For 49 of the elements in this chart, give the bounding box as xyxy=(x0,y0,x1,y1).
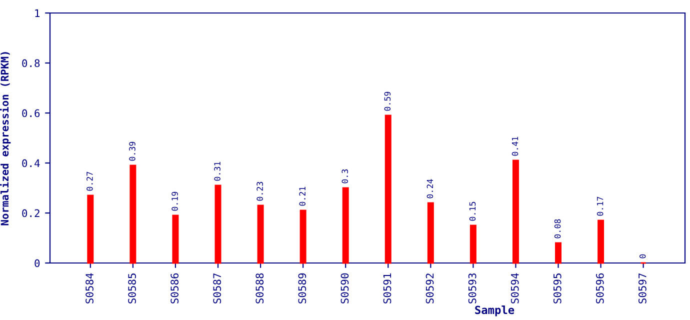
y-tick-label: 0.8 xyxy=(22,59,40,68)
x-tick-label: S0588 xyxy=(256,273,264,304)
bar xyxy=(172,214,179,264)
x-axis-title: Sample xyxy=(475,306,514,316)
y-tick-label: 0.6 xyxy=(22,109,40,118)
data-label: 0.23 xyxy=(256,182,263,201)
x-tick-label: S0596 xyxy=(596,273,604,304)
x-tick-label: S0586 xyxy=(170,273,179,304)
data-label: 0.15 xyxy=(469,202,476,221)
data-label: 0.19 xyxy=(172,192,178,211)
x-tick-label: S0585 xyxy=(128,274,136,304)
x-tick-label: S0592 xyxy=(426,274,434,304)
data-label: 0.39 xyxy=(129,142,136,161)
data-label: 0.21 xyxy=(299,186,306,206)
bar xyxy=(555,242,562,264)
x-tick-label: S0594 xyxy=(510,273,519,304)
bar xyxy=(342,187,349,264)
data-label: 0.59 xyxy=(384,92,391,111)
x-tick-label: S0593 xyxy=(468,274,476,304)
bar xyxy=(512,160,519,264)
bar xyxy=(384,114,392,264)
data-label: 0.31 xyxy=(214,162,220,181)
x-tick-label: S0590 xyxy=(340,273,349,304)
data-label: 0.17 xyxy=(596,196,604,216)
x-tick-label: S0587 xyxy=(213,274,222,304)
bar xyxy=(300,210,306,264)
y-tick-label: 1 xyxy=(35,9,40,17)
bar xyxy=(214,184,222,264)
data-label: 0.27 xyxy=(86,172,93,191)
bar xyxy=(257,204,264,264)
y-tick-label: 0 xyxy=(34,259,40,268)
x-tick-label: S0591 xyxy=(383,273,392,304)
bar xyxy=(470,224,476,264)
x-tick-label: S0584 xyxy=(86,273,94,304)
bar xyxy=(87,194,94,264)
data-label: 0.3 xyxy=(342,169,348,184)
data-label: 0.08 xyxy=(554,219,561,238)
data-label: 0.41 xyxy=(512,136,518,156)
y-axis-title: Normalized expression (RPKM) xyxy=(0,52,11,226)
bar xyxy=(598,220,604,264)
y-tick-label: 0.4 xyxy=(22,159,40,168)
x-tick-label: S0595 xyxy=(553,274,562,304)
data-label: 0.24 xyxy=(426,179,434,198)
x-tick-label: S0589 xyxy=(298,273,306,304)
x-tick-label: S0597 xyxy=(638,274,646,304)
data-label: 0 xyxy=(639,254,646,258)
bar xyxy=(427,202,434,264)
bar xyxy=(130,164,136,264)
y-tick-label: 0.2 xyxy=(22,209,40,218)
